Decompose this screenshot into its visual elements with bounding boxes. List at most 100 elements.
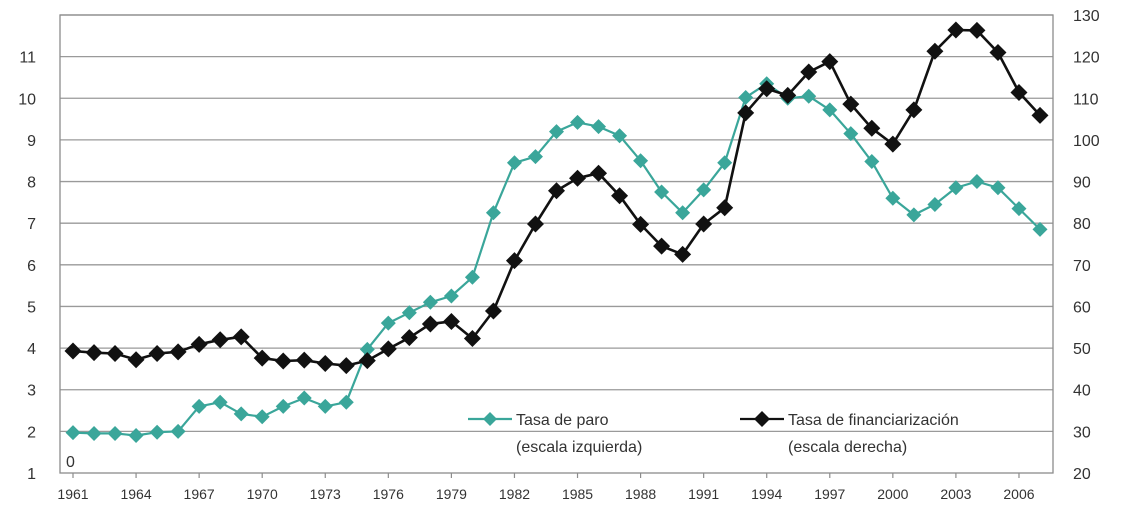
right-tick-label: 40: [1073, 383, 1091, 400]
data-point-paro: [485, 205, 501, 221]
data-point-financiarizacion: [632, 215, 650, 233]
data-point-financiarizacion: [463, 330, 481, 348]
right-tick-label: 120: [1073, 50, 1100, 67]
data-point-paro: [359, 341, 375, 357]
data-point-financiarizacion: [484, 302, 502, 320]
data-point-paro: [927, 196, 943, 212]
data-point-financiarizacion: [85, 344, 103, 362]
data-point-paro: [191, 398, 207, 414]
gridlines: [60, 14, 1053, 433]
data-point-paro: [738, 89, 754, 105]
data-point-financiarizacion: [421, 315, 439, 333]
data-point-financiarizacion: [989, 43, 1007, 61]
data-point-paro: [864, 154, 880, 170]
left-tick-label: 1: [27, 466, 36, 483]
data-point-paro: [591, 119, 607, 135]
data-point-financiarizacion: [1031, 106, 1049, 124]
data-point-financiarizacion: [716, 199, 734, 217]
data-point-paro: [948, 180, 964, 196]
data-point-financiarizacion: [800, 63, 818, 81]
data-point-paro: [65, 425, 81, 441]
legend: Tasa de paro (escala izquierda) Tasa de …: [468, 411, 959, 456]
data-point-paro: [906, 207, 922, 223]
data-point-paro: [675, 205, 691, 221]
left-tick-label: 6: [27, 258, 36, 275]
data-point-paro: [380, 315, 396, 331]
legend-marker-paro: [483, 412, 497, 426]
data-point-paro: [275, 398, 291, 414]
x-tick-label: 1961: [57, 486, 88, 502]
data-point-paro: [1032, 221, 1048, 237]
data-point-paro: [254, 409, 270, 425]
data-point-financiarizacion: [253, 349, 271, 367]
left-tick-label: 7: [27, 216, 36, 233]
data-point-paro: [128, 428, 144, 444]
data-point-financiarizacion: [274, 352, 292, 370]
data-point-paro: [233, 406, 249, 422]
data-point-paro: [527, 149, 543, 165]
right-axis-ticks: 20 30 40 50 60 70 80 90 100 110 120 130: [1073, 8, 1100, 483]
legend-item-financiarizacion: Tasa de financiarización (escala derecha…: [740, 411, 959, 456]
left-tick-label: 4: [27, 341, 36, 358]
right-tick-label: 70: [1073, 258, 1091, 275]
left-tick-label: 2: [27, 424, 36, 441]
data-point-financiarizacion: [148, 345, 166, 363]
right-tick-label: 90: [1073, 175, 1091, 192]
right-tick-label: 80: [1073, 216, 1091, 233]
data-point-paro: [1011, 201, 1027, 217]
left-tick-label: 5: [27, 299, 36, 316]
data-point-financiarizacion: [400, 329, 418, 347]
data-point-paro: [443, 288, 459, 304]
data-point-paro: [338, 394, 354, 410]
legend-sublabel-financiarizacion: (escala derecha): [788, 439, 907, 456]
data-point-financiarizacion: [737, 104, 755, 122]
x-tick-label: 1994: [751, 486, 782, 502]
data-point-paro: [464, 269, 480, 285]
data-point-financiarizacion: [653, 237, 671, 255]
data-point-financiarizacion: [842, 95, 860, 113]
right-tick-label: 50: [1073, 341, 1091, 358]
origin-label: 0: [66, 454, 75, 471]
x-tick-label: 2000: [877, 486, 908, 502]
data-point-paro: [696, 182, 712, 198]
data-point-financiarizacion: [190, 335, 208, 353]
right-tick-label: 60: [1073, 299, 1091, 316]
data-point-financiarizacion: [337, 357, 355, 375]
plot-frame: [59, 14, 1054, 474]
data-point-financiarizacion: [169, 343, 187, 361]
x-tick-label: 1988: [625, 486, 656, 502]
data-point-financiarizacion: [569, 169, 587, 187]
data-point-financiarizacion: [968, 21, 986, 39]
series-financiarizacion: [64, 21, 1049, 375]
data-point-financiarizacion: [947, 21, 965, 39]
data-point-financiarizacion: [611, 187, 629, 205]
data-point-financiarizacion: [884, 135, 902, 153]
x-tick-label: 1976: [373, 486, 404, 502]
x-tick-label: 1973: [310, 486, 341, 502]
data-point-financiarizacion: [232, 328, 250, 346]
data-point-paro: [149, 424, 165, 440]
x-tick-label: 1964: [120, 486, 151, 502]
x-tick-label: 1982: [499, 486, 530, 502]
data-point-financiarizacion: [863, 119, 881, 137]
data-point-paro: [822, 102, 838, 118]
data-point-financiarizacion: [442, 312, 460, 330]
data-point-paro: [86, 425, 102, 441]
data-point-paro: [422, 294, 438, 310]
x-tick-label: 1967: [184, 486, 215, 502]
data-point-paro: [717, 155, 733, 171]
data-point-paro: [549, 124, 564, 140]
data-point-paro: [969, 174, 985, 190]
left-tick-label: 3: [27, 383, 36, 400]
x-tick-label: 2003: [940, 486, 971, 502]
data-point-financiarizacion: [526, 215, 544, 233]
data-point-financiarizacion: [211, 331, 229, 349]
data-point-financiarizacion: [674, 245, 692, 263]
data-point-financiarizacion: [821, 53, 839, 71]
data-point-financiarizacion: [106, 345, 124, 363]
data-point-paro: [170, 423, 186, 439]
data-point-financiarizacion: [127, 351, 145, 369]
left-tick-label: 9: [27, 133, 36, 150]
data-point-paro: [633, 153, 649, 169]
